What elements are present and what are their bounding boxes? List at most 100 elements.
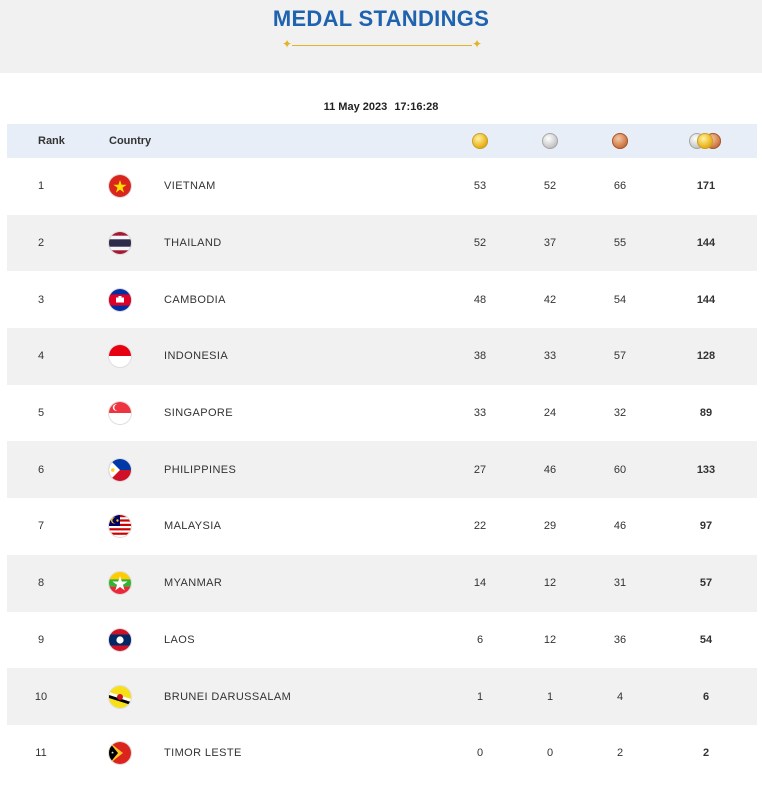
- row-gold: 1: [476, 690, 484, 703]
- row-total: 133: [696, 463, 716, 476]
- row-country[interactable]: BRUNEI DARUSSALAM: [164, 690, 292, 703]
- myanmar-flag-icon: [109, 572, 131, 595]
- row-bronze: 60: [613, 463, 627, 476]
- row-gold: 53: [473, 180, 487, 193]
- row-gold: 38: [473, 350, 487, 363]
- row-country[interactable]: MALAYSIA: [164, 520, 222, 533]
- row-gold: 48: [473, 293, 487, 306]
- row-bronze: 54: [613, 293, 627, 306]
- row-bronze: 55: [613, 237, 627, 250]
- table-body: 1 VIETNAM 53 52 66 171 2 THAILAND 52 37 55 144 3 CAMB…: [7, 158, 757, 782]
- thailand-flag-icon: [109, 232, 131, 255]
- row-total: 2: [702, 747, 710, 760]
- row-country[interactable]: MYANMAR: [164, 577, 223, 590]
- row-rank: 9: [37, 633, 45, 646]
- row-silver: 46: [543, 463, 557, 476]
- row-silver: 1: [546, 690, 554, 703]
- title-divider: ✦ ✦: [282, 38, 482, 50]
- row-gold: 14: [473, 577, 487, 590]
- row-total: 97: [699, 520, 713, 533]
- row-total: 144: [696, 237, 716, 250]
- table-row[interactable]: 2 THAILAND 52 37 55 144: [7, 214, 757, 272]
- row-country[interactable]: VIETNAM: [164, 180, 216, 193]
- row-silver: 24: [543, 407, 557, 420]
- row-silver: 33: [543, 350, 557, 363]
- laos-flag-icon: [109, 628, 131, 651]
- row-country[interactable]: TIMOR LESTE: [164, 747, 242, 760]
- row-bronze: 31: [613, 577, 627, 590]
- row-bronze: 57: [613, 350, 627, 363]
- table-row[interactable]: 6 PHILIPPINES 27 46 60 133: [7, 441, 757, 499]
- page-title: MEDAL STANDINGS: [272, 6, 490, 31]
- last-updated: 11 May 2023 17:16:28: [0, 101, 762, 113]
- table-row[interactable]: 8 MYANMAR 14 12 31 57: [7, 554, 757, 612]
- row-total: 54: [699, 633, 713, 646]
- brunei-flag-icon: [109, 685, 131, 708]
- cambodia-flag-icon: [109, 288, 131, 311]
- row-total: 144: [696, 293, 716, 306]
- table-row[interactable]: 10 BRUNEI DARUSSALAM 1 1 4 6: [7, 668, 757, 725]
- row-gold: 33: [473, 407, 487, 420]
- sparkle-icon: ✦: [282, 37, 293, 51]
- row-bronze: 2: [616, 747, 624, 760]
- row-silver: 42: [543, 293, 557, 306]
- row-silver: 12: [543, 633, 557, 646]
- table-header: Rank Country: [7, 124, 757, 158]
- row-rank: 10: [34, 690, 48, 703]
- row-country[interactable]: LAOS: [164, 633, 195, 646]
- updated-date: 11 May 2023: [323, 101, 388, 113]
- philippines-flag-icon: [109, 458, 131, 481]
- row-rank: 11: [35, 747, 47, 760]
- table-row[interactable]: 7 MALAYSIA 22 29 46 97: [7, 498, 757, 555]
- row-country[interactable]: THAILAND: [164, 237, 222, 250]
- row-rank: 5: [37, 407, 45, 420]
- row-rank: 2: [37, 237, 45, 250]
- table-row[interactable]: 11 TIMOR LESTE 0 0 2 2: [7, 725, 757, 782]
- row-country[interactable]: INDONESIA: [164, 350, 229, 363]
- updated-time: 17:16:28: [394, 101, 439, 113]
- header-rank: Rank: [38, 135, 65, 147]
- row-rank: 1: [37, 180, 45, 193]
- row-bronze: 32: [613, 407, 627, 420]
- row-gold: 52: [473, 237, 487, 250]
- row-silver: 29: [543, 520, 557, 533]
- table-row[interactable]: 3 CAMBODIA 48 42 54 144: [7, 271, 757, 328]
- row-silver: 52: [543, 180, 557, 193]
- row-silver: 0: [546, 747, 554, 760]
- row-rank: 3: [37, 293, 45, 306]
- sparkle-icon: ✦: [471, 37, 482, 51]
- page-hero: MEDAL STANDINGS ✦ ✦: [0, 0, 762, 73]
- indonesia-flag-icon: [109, 345, 131, 368]
- row-bronze: 36: [613, 633, 627, 646]
- vietnam-flag-icon: [109, 175, 131, 198]
- table-row[interactable]: 5 SINGAPORE 33 24 32 89: [7, 385, 757, 442]
- row-gold: 0: [476, 747, 484, 760]
- singapore-flag-icon: [109, 402, 131, 425]
- row-bronze: 4: [616, 690, 624, 703]
- row-bronze: 46: [613, 520, 627, 533]
- bronze-medal-icon[interactable]: [612, 133, 628, 149]
- row-gold: 22: [473, 520, 487, 533]
- row-country[interactable]: SINGAPORE: [164, 407, 234, 420]
- malaysia-flag-icon: [109, 515, 131, 538]
- row-country[interactable]: CAMBODIA: [164, 293, 226, 306]
- row-rank: 6: [37, 463, 45, 476]
- medal-table: Rank Country 1 VIETNAM 53 52 66 171 2 THAILAND 5…: [7, 124, 757, 782]
- row-rank: 4: [37, 350, 45, 363]
- row-total: 128: [696, 350, 716, 363]
- row-country[interactable]: PHILIPPINES: [164, 463, 237, 476]
- row-total: 171: [696, 180, 716, 193]
- row-total: 6: [702, 690, 710, 703]
- table-row[interactable]: 9 LAOS 6 12 36 54: [7, 612, 757, 669]
- row-rank: 8: [37, 577, 45, 590]
- table-row[interactable]: 4 INDONESIA 38 33 57 128: [7, 328, 757, 385]
- gold-medal-icon[interactable]: [472, 133, 488, 149]
- row-silver: 12: [543, 577, 557, 590]
- row-bronze: 66: [613, 180, 627, 193]
- row-silver: 37: [543, 237, 557, 250]
- header-country: Country: [109, 135, 152, 147]
- row-gold: 6: [476, 633, 484, 646]
- silver-medal-icon[interactable]: [542, 133, 558, 149]
- row-rank: 7: [37, 520, 45, 533]
- table-row[interactable]: 1 VIETNAM 53 52 66 171: [7, 158, 757, 215]
